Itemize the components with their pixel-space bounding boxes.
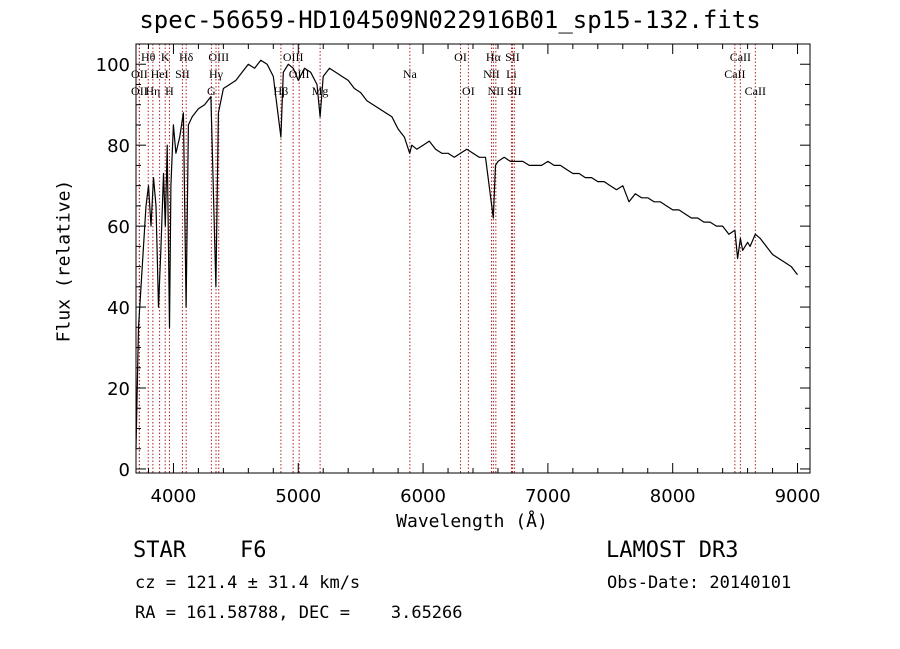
line-label-17: OI	[454, 50, 467, 64]
observation-date: Obs-Date: 20140101	[607, 573, 792, 593]
line-label-27: CaII	[745, 84, 766, 98]
line-label-18: OI	[462, 84, 475, 98]
line-label-10: OIII	[208, 50, 229, 64]
line-label-13: OIII	[283, 50, 304, 64]
line-label-1: OII	[131, 84, 148, 98]
sky-coordinates: RA = 161.58788, DEC = 3.65266	[135, 603, 463, 623]
y-tick-label-60: 60	[107, 217, 130, 238]
plot-frame	[135, 43, 811, 474]
line-label-21: NII	[488, 84, 505, 98]
y-tick-label-40: 40	[107, 298, 130, 319]
line-label-23: Li	[506, 67, 517, 81]
line-label-16: Na	[403, 67, 418, 81]
x-tick-label-7000: 7000	[525, 486, 571, 507]
line-label-11: Hγ	[209, 67, 224, 81]
x-tick-label-5000: 5000	[275, 486, 321, 507]
line-label-7: SII	[175, 67, 190, 81]
line-label-5: K	[161, 50, 170, 64]
line-label-22: SII	[505, 50, 520, 64]
redshift-velocity: cz = 121.4 ± 31.4 km/s	[135, 573, 361, 593]
y-tick-label-80: 80	[107, 136, 130, 157]
survey-name: LAMOST DR3	[606, 538, 739, 563]
object-subclass: F6	[240, 538, 267, 563]
line-label-12: Hβ	[274, 84, 289, 98]
x-tick-label-6000: 6000	[400, 486, 446, 507]
line-label-26: CaII	[730, 50, 751, 64]
line-label-8: Hδ	[179, 50, 194, 64]
y-tick-label-0: 0	[119, 460, 130, 481]
spectrum-line	[135, 59, 798, 449]
x-axis-label: Wavelength (Å)	[396, 511, 548, 532]
line-label-25: CaII	[724, 67, 745, 81]
y-tick-label-100: 100	[96, 55, 130, 76]
line-label-15: Mg	[312, 84, 329, 98]
line-label-20: NII	[483, 67, 500, 81]
chart-title: spec-56659-HD104509N022916B01_sp15-132.f…	[139, 6, 761, 34]
line-label-9: G	[207, 84, 216, 98]
y-tick-label-20: 20	[107, 379, 130, 400]
line-label-2: Hθ	[141, 50, 156, 64]
line-label-0: OII	[131, 67, 148, 81]
line-label-19: Hα	[486, 50, 502, 64]
y-axis-label: Flux (relative)	[53, 179, 75, 343]
object-class: STAR	[133, 538, 186, 563]
x-tick-label-9000: 9000	[775, 486, 821, 507]
x-tick-label-4000: 4000	[151, 486, 197, 507]
line-label-24: SII	[507, 84, 522, 98]
x-tick-label-8000: 8000	[650, 486, 696, 507]
line-label-3: Hη	[145, 84, 160, 98]
line-label-6: H	[165, 84, 174, 98]
line-label-4: HeI	[151, 67, 169, 81]
